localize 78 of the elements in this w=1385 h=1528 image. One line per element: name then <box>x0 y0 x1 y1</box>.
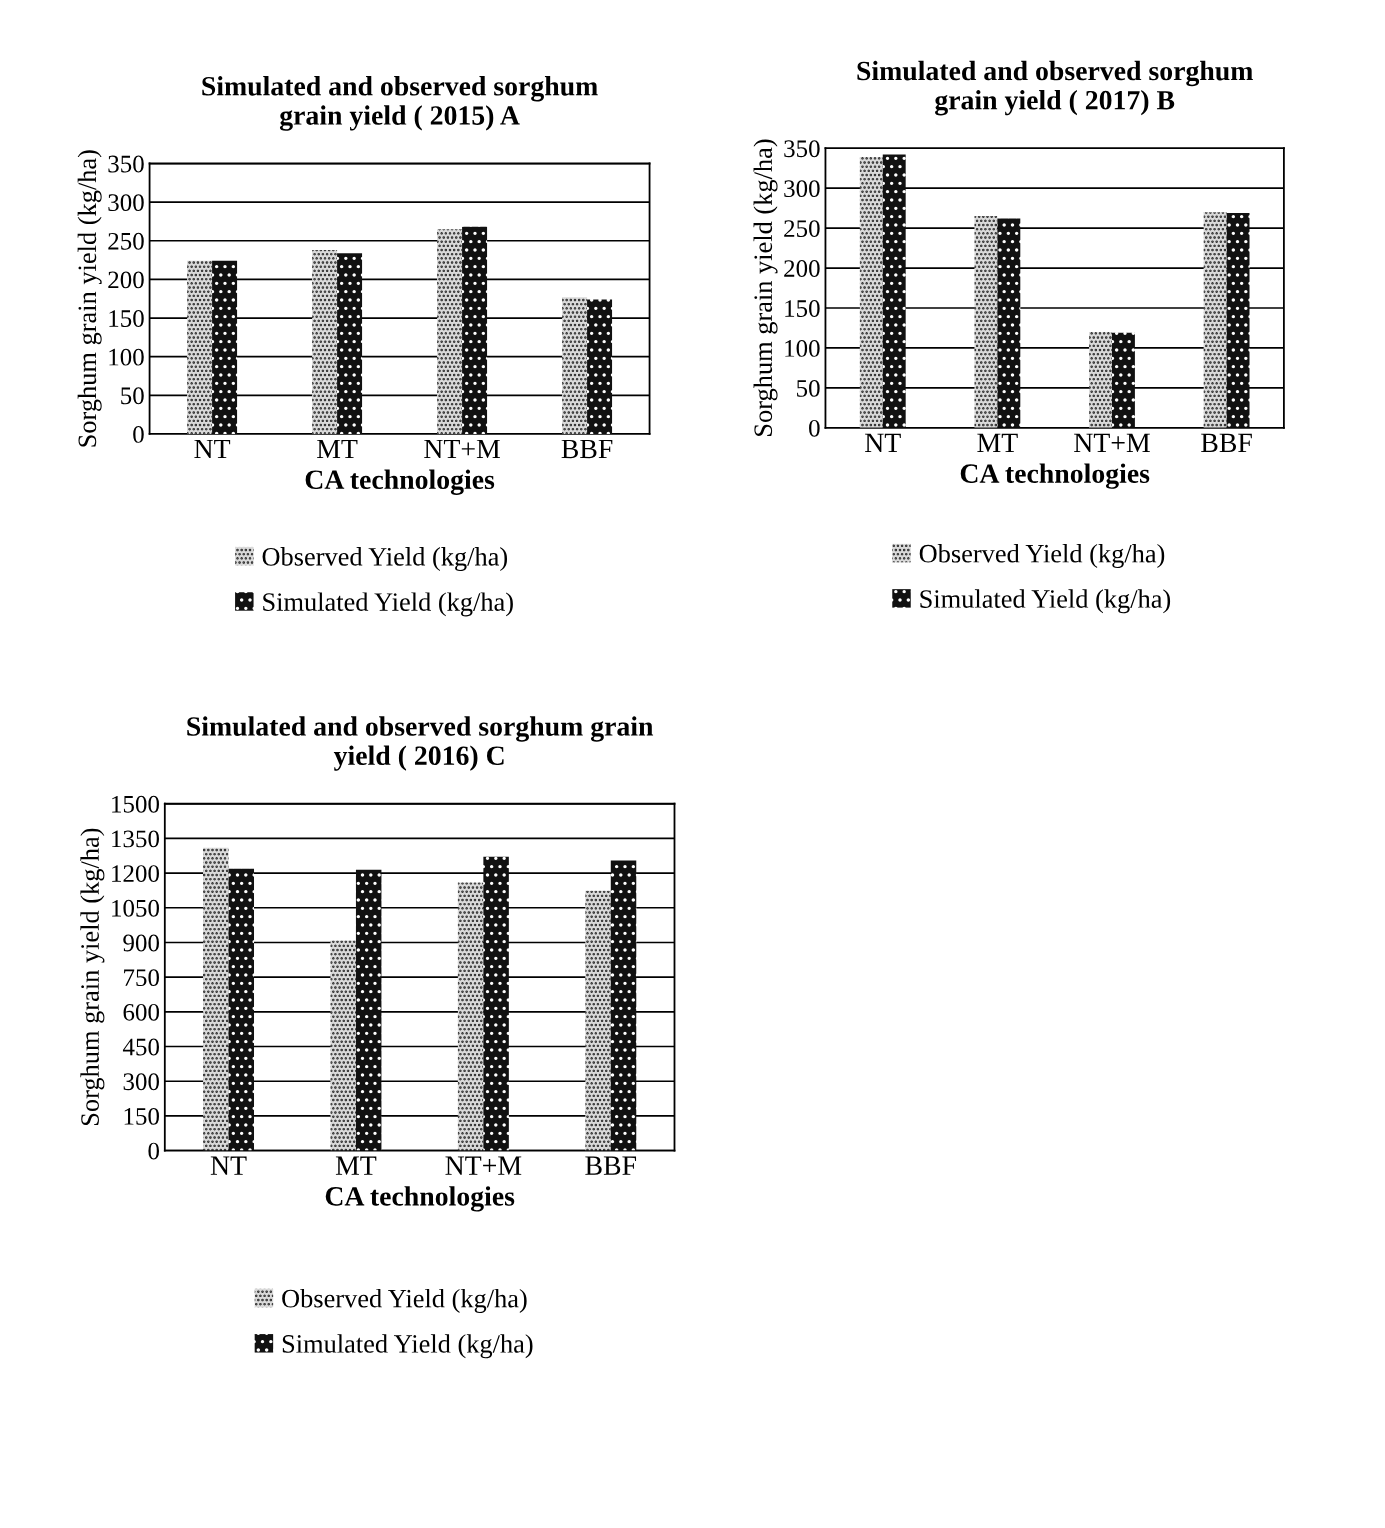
x-tick-label: BBF <box>561 439 613 459</box>
y-tick-label: 50 <box>121 387 144 405</box>
bar <box>1111 332 1135 428</box>
y-tick-label: 300 <box>108 194 144 212</box>
x-axis-title: CA technologies <box>325 1186 515 1212</box>
bar <box>203 847 229 1151</box>
chart-title: Simulated and observed sorghum grain yield ( 2015) A <box>202 76 598 131</box>
legend-label: Simulated Yield (kg/ha) <box>920 589 1171 614</box>
y-axis-title: Sorghum grain yield (kg/ha) <box>77 150 102 447</box>
y-tick-label: 350 <box>108 155 144 173</box>
x-tick-label: NT <box>194 439 231 459</box>
y-tick-label: 200 <box>784 260 820 277</box>
y-tick-label: 150 <box>109 310 144 327</box>
bar <box>610 860 637 1151</box>
bar <box>330 940 356 1151</box>
x-tick-label: NT+M <box>1074 433 1150 452</box>
legend-label: Observed Yield (kg/ha) <box>262 547 508 572</box>
y-tick-label: 250 <box>784 220 820 238</box>
bar <box>457 882 484 1151</box>
x-tick-label: MT <box>317 439 358 459</box>
y-tick-label: 450 <box>122 1038 159 1056</box>
y-tick-label: 350 <box>784 140 820 158</box>
x-tick-label: BBF <box>585 1156 637 1175</box>
bar <box>312 250 338 434</box>
bar <box>187 260 213 434</box>
bar <box>1203 212 1227 428</box>
x-tick-label: NT <box>210 1156 247 1175</box>
y-tick-label: 900 <box>123 934 159 952</box>
bar <box>337 253 363 434</box>
bar <box>437 229 463 434</box>
y-tick-label: 600 <box>123 1003 159 1021</box>
chart-title: Simulated and observed sorghum grain yield ( 2017) B <box>857 60 1253 116</box>
bar <box>355 869 382 1151</box>
y-axis-title: Sorghum grain yield (kg/ha) <box>80 828 105 1126</box>
y-tick-label: 1350 <box>112 830 159 848</box>
legend-label: Simulated Yield (kg/ha) <box>263 592 513 617</box>
y-tick-label: 50 <box>797 379 820 397</box>
y-tick-label: 0 <box>809 419 820 437</box>
y-tick-label: 0 <box>148 1142 159 1160</box>
y-tick-label: 150 <box>124 1107 159 1125</box>
y-tick-label: 300 <box>123 1073 159 1091</box>
bar <box>587 299 613 434</box>
x-tick-label: MT <box>977 433 1018 452</box>
bar <box>882 154 906 428</box>
legend-label: Simulated Yield (kg/ha) <box>282 1334 533 1359</box>
bar <box>585 890 611 1151</box>
y-tick-label: 750 <box>124 969 159 987</box>
x-axis-title: CA technologies <box>960 463 1150 489</box>
x-tick-label: BBF <box>1201 433 1252 453</box>
bar <box>562 297 588 434</box>
bar <box>859 157 883 428</box>
y-tick-label: 1200 <box>112 865 159 883</box>
y-tick-label: 300 <box>784 180 820 198</box>
y-tick-label: 0 <box>133 426 144 443</box>
y-tick-label: 150 <box>785 300 820 317</box>
bar <box>462 226 488 434</box>
x-tick-label: NT+M <box>445 1156 522 1175</box>
bar <box>1226 212 1250 428</box>
bar <box>483 856 509 1151</box>
legend-label: Observed Yield (kg/ha) <box>919 544 1165 569</box>
y-tick-label: 200 <box>108 271 144 289</box>
bar <box>974 216 998 428</box>
y-tick-label: 1050 <box>112 899 159 917</box>
y-tick-label: 100 <box>785 340 820 357</box>
y-tick-label: 100 <box>109 348 144 366</box>
y-tick-label: 250 <box>108 232 144 250</box>
bar <box>212 260 238 434</box>
bar <box>1089 331 1112 428</box>
legend-label: Observed Yield (kg/ha) <box>282 1288 527 1313</box>
y-tick-label: 1500 <box>112 795 159 813</box>
x-tick-label: NT <box>865 433 901 452</box>
x-axis-title: CA technologies <box>305 469 495 495</box>
bar <box>997 218 1021 428</box>
chart-title: Simulated and observed sorghum grain yield ( 2016) C <box>187 716 654 771</box>
x-tick-label: MT <box>335 1156 377 1175</box>
bar <box>228 868 255 1151</box>
y-axis-title: Sorghum grain yield (kg/ha) <box>753 139 778 436</box>
x-tick-label: NT+M <box>424 439 500 459</box>
